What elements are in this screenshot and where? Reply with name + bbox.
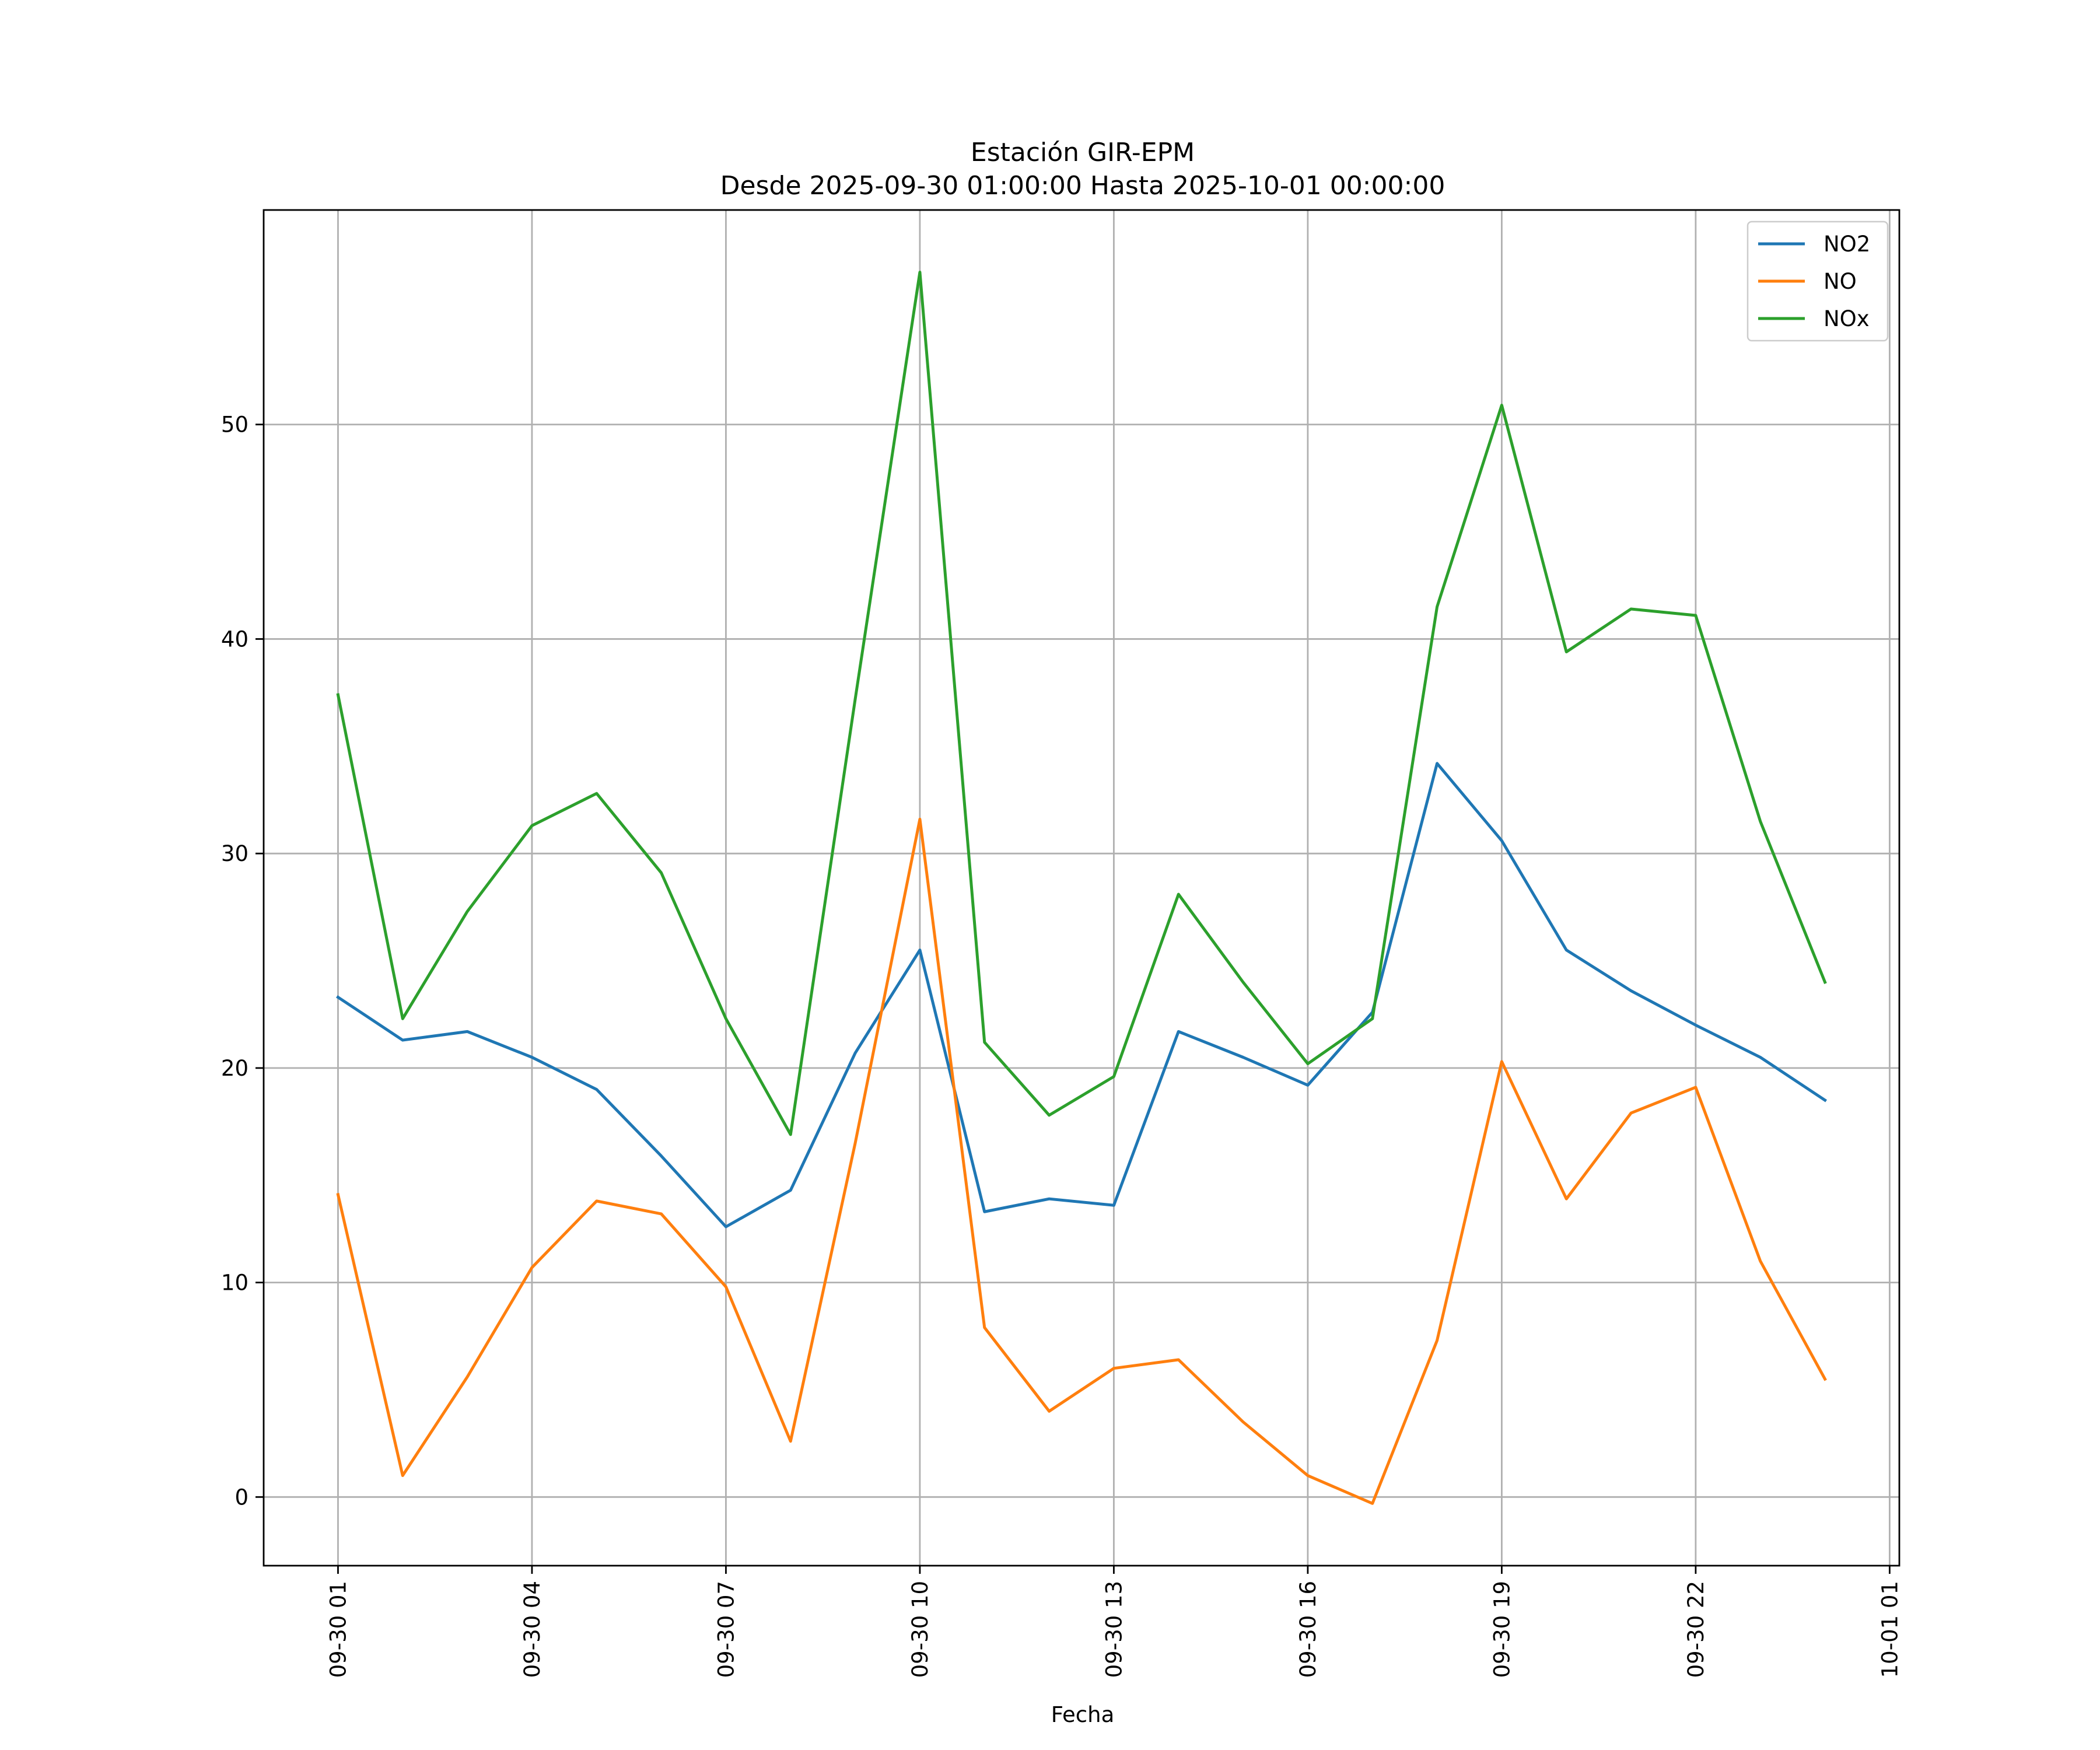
x-tick-label: 09-30 07 bbox=[713, 1581, 738, 1678]
grid bbox=[264, 210, 1899, 1566]
axis-ticks: 09-30 01 09-30 04 09-30 07 09-30 10 09-30 13… bbox=[221, 412, 1902, 1678]
series-line-nox bbox=[336, 271, 1827, 1136]
y-tick-label: 30 bbox=[221, 841, 249, 866]
x-tick-label: 09-30 01 bbox=[326, 1581, 351, 1678]
x-tick-label: 09-30 04 bbox=[520, 1581, 545, 1678]
x-tick-label: 09-30 10 bbox=[908, 1581, 933, 1678]
legend-label-no: NO bbox=[1824, 269, 1857, 294]
axes-frame bbox=[262, 209, 1901, 1567]
x-tick-label: 09-30 13 bbox=[1101, 1581, 1126, 1678]
series-line-no bbox=[336, 817, 1827, 1505]
x-tick-label: 10-01 01 bbox=[1877, 1581, 1902, 1678]
x-axis-label: Fecha bbox=[1051, 1702, 1115, 1727]
legend-label-nox: NOx bbox=[1824, 306, 1870, 331]
y-tick-label: 20 bbox=[221, 1056, 249, 1081]
x-tick-label: 09-30 22 bbox=[1684, 1581, 1709, 1678]
chart-subtitle: Desde 2025-09-30 01:00:00 Hasta 2025-10-… bbox=[720, 171, 1446, 201]
y-tick-label: 40 bbox=[221, 626, 249, 652]
y-tick-label: 10 bbox=[221, 1270, 249, 1296]
series-line-no2 bbox=[335, 762, 1828, 1228]
y-tick-label: 0 bbox=[235, 1485, 249, 1510]
chart-title: Estación GIR-EPM bbox=[971, 138, 1195, 167]
x-tick-label: 09-30 19 bbox=[1489, 1581, 1514, 1678]
y-tick-label: 50 bbox=[221, 412, 249, 438]
legend-label-no2: NO2 bbox=[1824, 232, 1870, 257]
x-tick-label: 09-30 16 bbox=[1296, 1581, 1321, 1678]
plot-lines bbox=[335, 271, 1828, 1505]
legend: NO2 NO NOx bbox=[1746, 220, 1889, 342]
legend-box bbox=[1746, 220, 1889, 342]
